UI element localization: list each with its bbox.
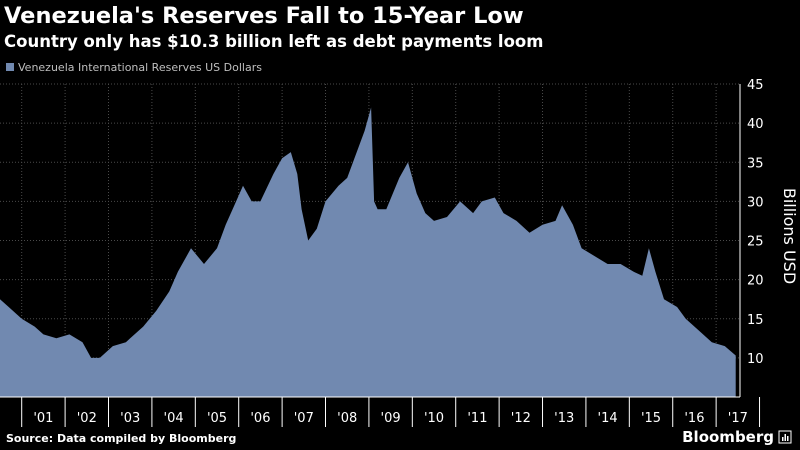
legend: Venezuela International Reserves US Doll… xyxy=(6,60,262,74)
x-tick-label: '08 xyxy=(337,411,357,426)
x-tick-label: '07 xyxy=(294,411,314,426)
x-tick-label: '16 xyxy=(684,411,704,426)
chart-title: Venezuela's Reserves Fall to 15-Year Low xyxy=(4,3,524,29)
x-tick-label: '15 xyxy=(641,411,661,426)
legend-swatch xyxy=(6,63,14,71)
x-tick-label: '02 xyxy=(77,411,97,426)
area-layer xyxy=(0,107,736,397)
x-tick-label: '04 xyxy=(164,411,184,426)
y-tick-label: 45 xyxy=(747,78,764,93)
y-tick-label: 10 xyxy=(747,352,764,367)
x-axis-ticks: '01 '02 '03 '04 '05 '06 '07 '08 '09 '10 '11 '12 '13 '… xyxy=(33,411,748,426)
bloomberg-logo: Bloomberg xyxy=(682,428,792,446)
y-tick-label: 15 xyxy=(747,313,764,328)
x-tick-label: '17 xyxy=(728,411,748,426)
y-axis-ticks: 10 15 20 25 30 35 40 45 xyxy=(747,78,764,367)
x-tick-label: '09 xyxy=(381,411,401,426)
x-tick-label: '14 xyxy=(598,411,618,426)
y-axis-label: Billions USD xyxy=(780,188,799,284)
y-tick-label: 40 xyxy=(747,117,764,132)
x-tick-label: '01 xyxy=(33,411,53,426)
chart-subtitle: Country only has $10.3 billion left as d… xyxy=(4,32,544,51)
x-tick-label: '10 xyxy=(424,411,444,426)
y-tick-label: 20 xyxy=(747,274,764,289)
x-tick-label: '03 xyxy=(120,411,140,426)
axes xyxy=(0,84,761,427)
y-tick-label: 35 xyxy=(747,156,764,171)
bloomberg-terminal-icon xyxy=(778,430,792,444)
x-tick-label: '06 xyxy=(250,411,270,426)
x-tick-label: '11 xyxy=(467,411,487,426)
x-tick-label: '05 xyxy=(207,411,227,426)
legend-label: Venezuela International Reserves US Doll… xyxy=(18,60,262,74)
x-tick-label: '13 xyxy=(554,411,574,426)
reserves-area xyxy=(0,107,736,397)
source-note: Source: Data compiled by Bloomberg xyxy=(6,432,237,445)
y-tick-label: 30 xyxy=(747,195,764,210)
x-tick-label: '12 xyxy=(511,411,531,426)
y-tick-label: 25 xyxy=(747,235,764,250)
brand-label: Bloomberg xyxy=(682,428,774,446)
